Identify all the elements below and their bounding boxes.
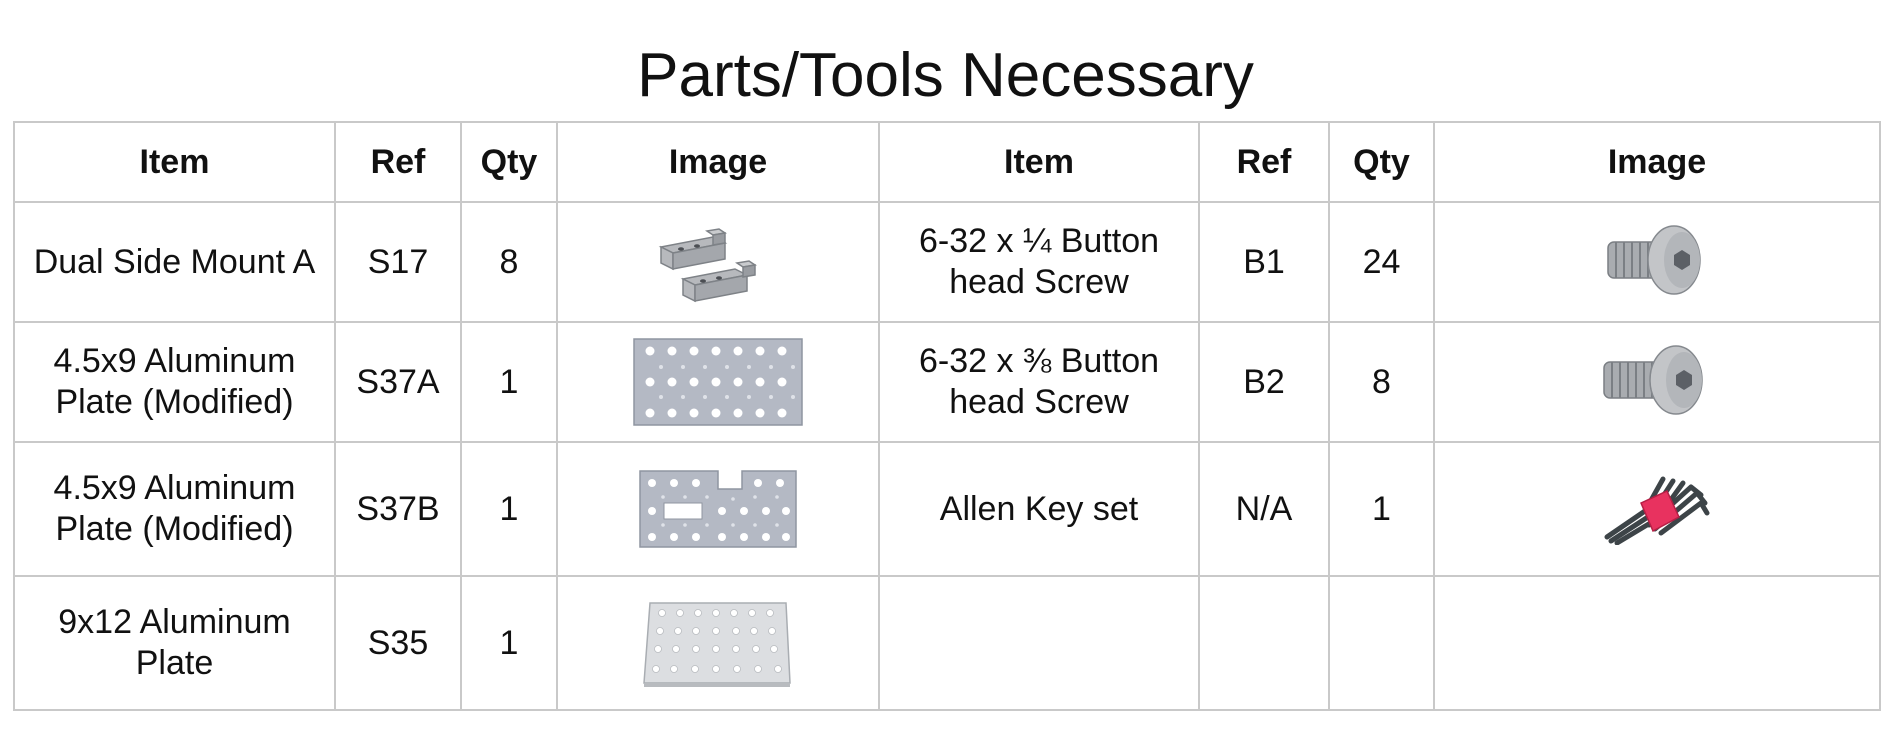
image-cell	[556, 201, 880, 323]
ref-cell: S37B	[334, 441, 462, 577]
header-qty: Qty	[1328, 121, 1435, 203]
image-cell	[1433, 441, 1881, 577]
button-head-screw-icon	[1603, 345, 1703, 415]
qty-cell: 1	[1328, 441, 1435, 577]
item-cell: 4.5x9 Aluminum Plate (Modified)	[13, 321, 336, 443]
item-name: 4.5x9 Aluminum Plate (Modified)	[53, 342, 296, 421]
table-row: 4.5x9 Aluminum Plate (Modified) S37A 1	[13, 321, 1881, 443]
item-name: 6-32 x ¼ Button head Screw	[918, 222, 1160, 301]
qty-cell: 24	[1328, 201, 1435, 323]
ref-cell: S35	[334, 575, 462, 711]
allen-key-set-icon	[1604, 476, 1710, 545]
qty-cell: 8	[460, 201, 558, 323]
image-cell	[1433, 321, 1881, 443]
image-cell	[556, 321, 880, 443]
table-row: 4.5x9 Aluminum Plate (Modified) S37B 1	[13, 441, 1881, 577]
item-cell: Dual Side Mount A	[13, 201, 336, 323]
item-cell: Allen Key set	[878, 441, 1200, 577]
table-row: Dual Side Mount A S17 8	[13, 201, 1881, 323]
ref-cell	[1198, 575, 1330, 711]
perforated-plate-icon	[633, 338, 803, 426]
header-image: Image	[1433, 121, 1881, 203]
header-item: Item	[13, 121, 336, 203]
ref-cell: B1	[1198, 201, 1330, 323]
image-cell	[1433, 575, 1881, 711]
qty-cell: 1	[460, 575, 558, 711]
dual-side-mount-icon	[658, 228, 757, 303]
header-item: Item	[878, 121, 1200, 203]
header-row: Item Ref Qty Image Item Ref Qty Image	[13, 121, 1881, 203]
header-ref: Ref	[334, 121, 462, 203]
qty-cell: 8	[1328, 321, 1435, 443]
header-image: Image	[556, 121, 880, 203]
ref-cell: B2	[1198, 321, 1330, 443]
qty-cell: 1	[460, 321, 558, 443]
item-cell: 9x12 Aluminum Plate	[13, 575, 336, 711]
button-head-screw-icon	[1607, 225, 1701, 295]
image-cell	[1433, 201, 1881, 323]
item-cell	[878, 575, 1200, 711]
parts-table: Item Ref Qty Image Item Ref Qty Image Du…	[13, 121, 1881, 711]
item-cell: 6-32 x ¼ Button head Screw	[878, 201, 1200, 323]
ref-cell: S17	[334, 201, 462, 323]
page-title: Parts/Tools Necessary	[637, 41, 1254, 110]
notched-plate-icon	[639, 470, 797, 548]
header-qty: Qty	[460, 121, 558, 203]
qty-cell	[1328, 575, 1435, 711]
item-name: 4.5x9 Aluminum Plate (Modified)	[53, 469, 296, 548]
table-row: 9x12 Aluminum Plate S35 1	[13, 575, 1881, 711]
item-name: Allen Key set	[939, 489, 1139, 528]
item-name: Dual Side Mount A	[33, 242, 316, 281]
qty-cell: 1	[460, 441, 558, 577]
ref-cell: S37A	[334, 321, 462, 443]
header-ref: Ref	[1198, 121, 1330, 203]
item-cell: 6-32 x ⅜ Button head Screw	[878, 321, 1200, 443]
item-name: 9x12 Aluminum Plate	[58, 603, 291, 682]
image-cell	[556, 441, 880, 577]
large-plate-icon	[643, 602, 791, 687]
ref-cell: N/A	[1198, 441, 1330, 577]
item-cell: 4.5x9 Aluminum Plate (Modified)	[13, 441, 336, 577]
item-name: 6-32 x ⅜ Button head Screw	[918, 342, 1160, 421]
image-cell	[556, 575, 880, 711]
